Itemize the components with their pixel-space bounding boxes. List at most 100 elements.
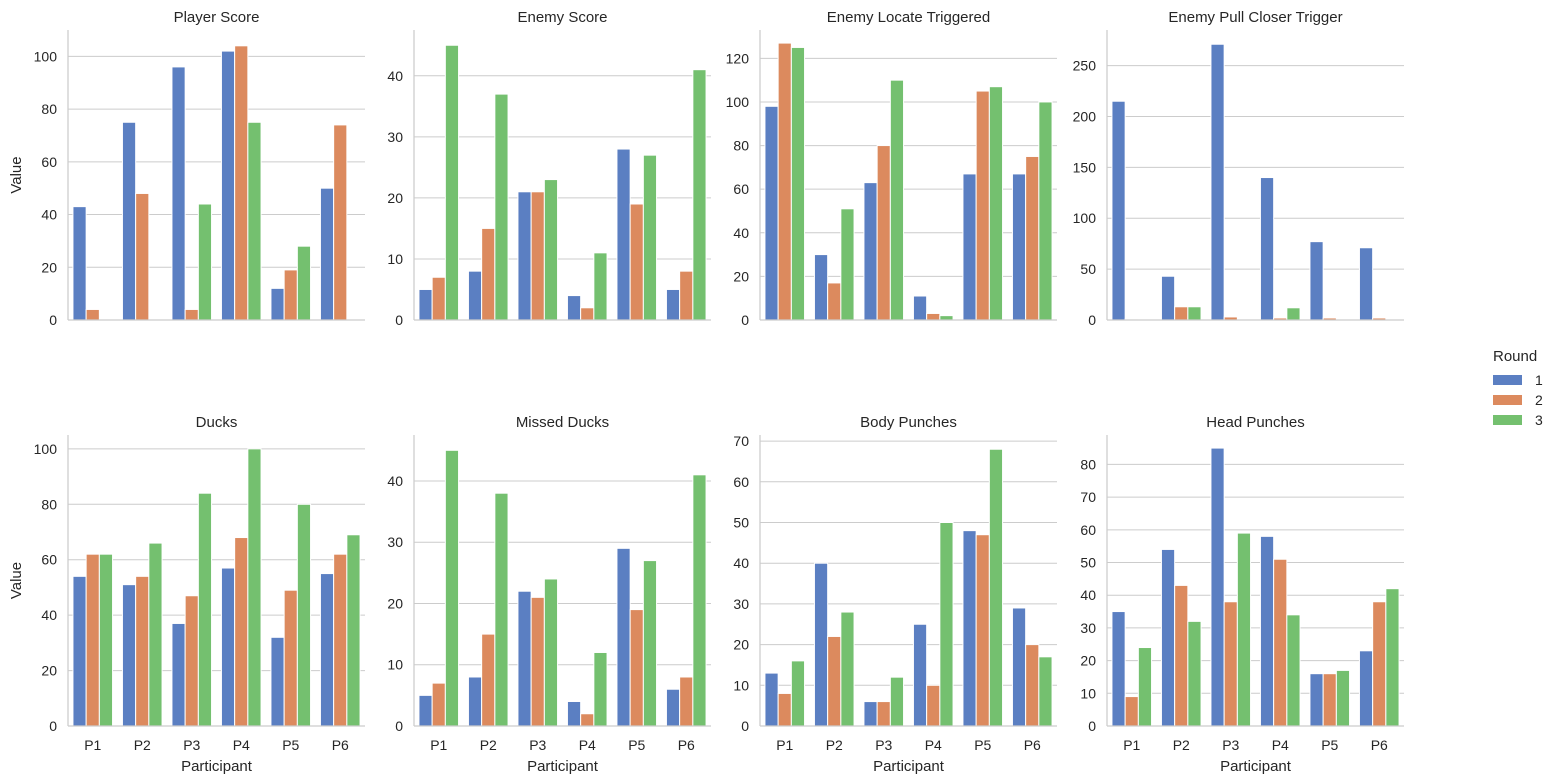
x-axis-label: Participant [873,758,945,775]
bar-enemy-pull-closer-trigger-p6-round-1 [1358,247,1374,321]
y-tick-label: 20 [733,268,749,284]
y-tick-label: 40 [41,607,57,623]
bar-body-punches-p3-round-1 [863,701,878,727]
bar-ducks-p6-round-3 [346,534,361,727]
bar-body-punches-p3-round-3 [889,676,905,727]
y-tick-label: 0 [741,718,749,734]
bar-enemy-score-p4-round-1 [566,295,582,321]
y-tick-label: 150 [1073,159,1097,175]
legend-item-round-3: 3 [1484,410,1554,430]
x-tick-label: P2 [134,737,151,753]
bar-player-score-p5-round-3 [296,245,312,321]
bar-ducks-p1-round-1 [72,575,87,727]
bar-head-punches-p6-round-2 [1372,601,1387,727]
panel-title: Missed Ducks [516,414,609,431]
bar-head-punches-p5-round-3 [1335,669,1351,727]
y-tick-label: 40 [733,555,749,571]
x-tick-label: P4 [233,737,250,753]
y-tick-label: 0 [395,312,403,328]
bar-missed-ducks-p2-round-2 [481,633,496,727]
bar-ducks-p3-round-3 [197,492,213,727]
bar-ducks-p2-round-3 [148,542,163,727]
bar-body-punches-p6-round-1 [1011,607,1027,727]
bar-enemy-score-p1-round-2 [431,276,446,321]
bar-body-punches-p5-round-2 [975,534,990,727]
bar-enemy-pull-closer-trigger-p2-round-3 [1187,306,1202,321]
panel-title: Enemy Locate Triggered [827,9,990,26]
x-tick-label: P3 [875,737,892,753]
y-tick-label: 50 [1080,555,1096,571]
bar-enemy-locate-triggered-p3-round-3 [889,79,905,321]
y-tick-label: 50 [733,515,749,531]
bar-player-score-p3-round-2 [184,308,199,321]
bar-ducks-p5-round-1 [270,636,285,727]
bar-missed-ducks-p1-round-1 [418,694,433,727]
bar-enemy-pull-closer-trigger-p2-round-2 [1174,306,1189,321]
y-tick-label: 40 [41,207,57,223]
bar-missed-ducks-p5-round-3 [642,560,658,727]
y-tick-label: 70 [1080,489,1096,505]
x-axis-label: Participant [1220,758,1292,775]
bar-enemy-score-p5-round-3 [642,154,658,321]
bar-enemy-locate-triggered-p3-round-2 [876,145,891,321]
y-tick-label: 20 [41,259,57,275]
panel-title: Head Punches [1206,414,1304,431]
bar-body-punches-p5-round-3 [988,448,1004,727]
legend-title: Round [1493,348,1538,365]
x-tick-label: P1 [84,737,101,753]
y-tick-label: 30 [387,129,403,145]
bar-body-punches-p5-round-1 [962,530,977,727]
bar-enemy-score-p2-round-3 [494,93,509,321]
bar-head-punches-p6-round-3 [1385,588,1400,727]
bar-ducks-p1-round-2 [85,553,100,727]
bar-player-score-p2-round-2 [135,192,150,321]
bar-missed-ducks-p5-round-2 [629,609,644,727]
bar-ducks-p4-round-2 [234,537,249,727]
bar-enemy-score-p5-round-1 [616,148,631,321]
bar-enemy-pull-closer-trigger-p1-round-1 [1111,100,1126,321]
bar-enemy-score-p1-round-1 [418,288,433,321]
y-tick-label: 40 [733,225,749,241]
y-tick-label: 20 [387,595,403,611]
bar-enemy-score-p3-round-1 [517,191,532,321]
legend: Round 1 2 3 [1484,348,1554,430]
bar-enemy-locate-triggered-p6-round-2 [1025,155,1040,321]
y-tick-label: 120 [726,50,750,66]
bar-enemy-pull-closer-trigger-p2-round-1 [1160,275,1176,321]
bar-missed-ducks-p6-round-1 [665,688,681,727]
bar-ducks-p4-round-3 [247,448,262,727]
bar-head-punches-p3-round-1 [1210,447,1225,727]
x-tick-label: P4 [925,737,942,753]
bar-enemy-locate-triggered-p6-round-1 [1011,173,1027,321]
bar-enemy-locate-triggered-p6-round-3 [1038,101,1053,321]
y-tick-label: 10 [387,251,403,267]
bar-enemy-score-p3-round-2 [530,191,545,321]
bar-missed-ducks-p1-round-3 [444,449,460,727]
y-tick-label: 0 [1088,718,1096,734]
bar-ducks-p6-round-1 [319,573,335,727]
legend-item-round-1: 1 [1484,370,1554,390]
y-tick-label: 60 [41,552,57,568]
y-tick-label: 80 [41,101,57,117]
bar-enemy-locate-triggered-p2-round-2 [827,282,842,321]
y-tick-label: 20 [733,637,749,653]
bar-player-score-p5-round-2 [283,269,298,321]
x-tick-label: P6 [1371,737,1388,753]
y-tick-label: 40 [1080,587,1096,603]
bar-player-score-p1-round-1 [72,206,87,321]
bar-head-punches-p3-round-3 [1236,532,1252,727]
bar-body-punches-p6-round-2 [1025,644,1040,727]
bar-player-score-p4-round-1 [220,50,236,321]
legend-item-round-2: 2 [1484,390,1554,410]
x-tick-label: P3 [1222,737,1239,753]
bar-head-punches-p5-round-2 [1322,673,1337,727]
bar-head-punches-p1-round-3 [1137,647,1153,727]
bar-missed-ducks-p3-round-2 [530,596,545,727]
bar-head-punches-p2-round-1 [1160,548,1176,727]
bar-enemy-locate-triggered-p4-round-1 [912,295,928,321]
bar-head-punches-p4-round-3 [1286,614,1301,727]
bar-ducks-p4-round-1 [220,567,236,727]
panel-title: Enemy Score [517,9,607,26]
bar-ducks-p1-round-3 [98,553,114,727]
bar-ducks-p2-round-2 [135,575,150,727]
